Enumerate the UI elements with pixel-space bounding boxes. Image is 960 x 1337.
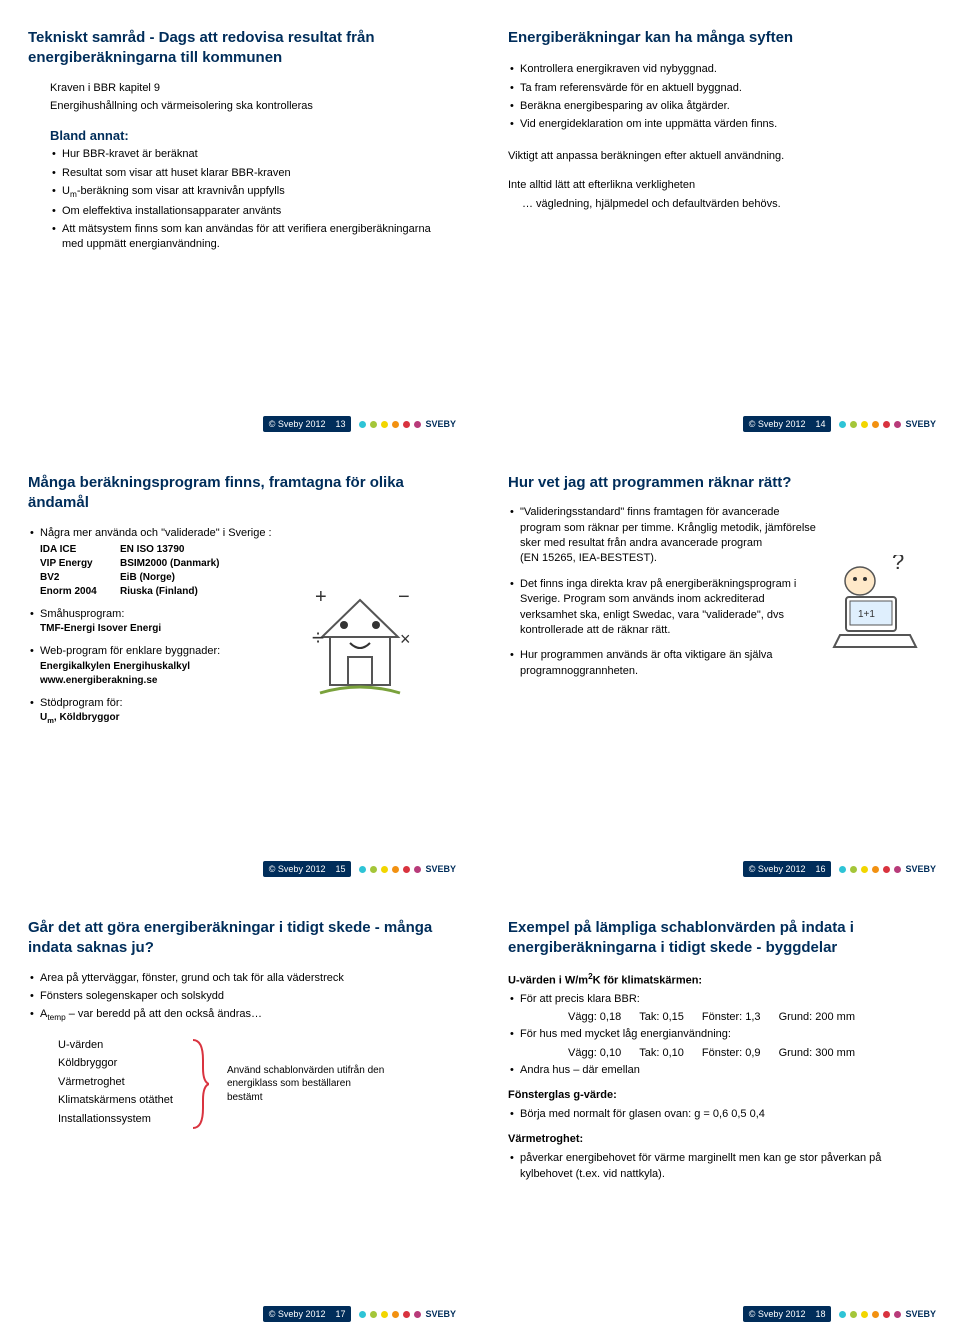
sveby-logo: SVEBY	[839, 1309, 936, 1319]
slide-title: Tekniskt samråd - Dags att redovisa resu…	[28, 28, 452, 69]
bullet: "Valideringsstandard" finns framtagen fö…	[508, 505, 818, 567]
slide-title: Många beräkningsprogram finns, framtagna…	[28, 473, 452, 514]
bullet: Area på ytterväggar, fönster, grund och …	[28, 971, 452, 986]
bracket-group: U-värden Köldbryggor Värmetroghet Klimat…	[58, 1038, 452, 1130]
u-values-row: Vägg: 0,10Tak: 0,10Fönster: 0,9Grund: 30…	[568, 1047, 932, 1059]
copyright: © Sveby 2012	[749, 864, 806, 874]
bullet: påverkar energibehovet för värme margine…	[508, 1151, 932, 1182]
subheading: Värmetroghet:	[508, 1132, 932, 1147]
bullet: För hus med mycket låg energianvändning:	[508, 1027, 932, 1042]
bullet: Resultat som visar att huset klarar BBR-…	[50, 166, 452, 181]
list-item: U-värden	[58, 1038, 173, 1053]
slide-footer: © Sveby 2012 16 SVEBY	[743, 861, 936, 877]
bracket-icon	[191, 1038, 209, 1130]
slide-18: Exempel på lämpliga schablonvärden på in…	[480, 890, 960, 1335]
paragraph: Viktigt att anpassa beräkningen efter ak…	[508, 149, 932, 164]
slide-title: Exempel på lämpliga schablonvärden på in…	[508, 918, 932, 959]
copyright: © Sveby 2012	[749, 419, 806, 429]
sveby-logo: SVEBY	[839, 419, 936, 429]
slide-14: Energiberäkningar kan ha många syften Ko…	[480, 0, 960, 445]
slide-footer: © Sveby 2012 18 SVEBY	[743, 1306, 936, 1322]
svg-text:÷: ÷	[312, 625, 324, 650]
list-item: Köldbryggor	[58, 1056, 173, 1071]
slide-13: Tekniskt samråd - Dags att redovisa resu…	[0, 0, 480, 445]
slide-footer: © Sveby 2012 17 SVEBY	[263, 1306, 456, 1322]
bullet: Beräkna energibesparing av olika åtgärde…	[508, 99, 932, 114]
intro-line: Energihushållning och värmeisolering ska…	[50, 99, 452, 114]
intro-line: Kraven i BBR kapitel 9	[50, 81, 452, 96]
paragraph: … vägledning, hjälpmedel och defaultvärd…	[522, 197, 932, 212]
copyright: © Sveby 2012	[269, 864, 326, 874]
bullet: Andra hus – där emellan	[508, 1063, 932, 1078]
bracket-text: Använd schablonvärden utifrån den energi…	[227, 1064, 387, 1105]
bullet: Att mätsystem finns som kan användas för…	[50, 222, 452, 253]
slide-number: 17	[335, 1309, 345, 1319]
copyright: © Sveby 2012	[269, 1309, 326, 1319]
svg-text:1+1: 1+1	[858, 609, 875, 620]
bullet: Ta fram referensvärde för en aktuell byg…	[508, 81, 932, 96]
bullet: Börja med normalt för glasen ovan: g = 0…	[508, 1107, 932, 1122]
svg-text:?: ?	[892, 555, 904, 574]
svg-text:×: ×	[400, 629, 411, 649]
bullet: Kontrollera energikraven vid nybyggnad.	[508, 62, 932, 77]
list-item: Installationssystem	[58, 1112, 173, 1127]
sveby-logo: SVEBY	[359, 864, 456, 874]
u-values-row: Vägg: 0,18Tak: 0,15Fönster: 1,3Grund: 20…	[568, 1011, 932, 1023]
bullet: Um-beräkning som visar att kravnivån upp…	[50, 184, 452, 201]
list-item: Klimatskärmens otäthet	[58, 1093, 173, 1108]
sveby-logo: SVEBY	[359, 419, 456, 429]
slide-number: 16	[815, 864, 825, 874]
slide-title: Går det att göra energiberäkningar i tid…	[28, 918, 452, 959]
paragraph: Inte alltid lätt att efterlikna verkligh…	[508, 178, 932, 193]
bullet: Det finns inga direkta krav på energiber…	[508, 577, 818, 639]
subheading: U-värden i W/m2K för klimatskärmen:	[508, 971, 932, 989]
slide-footer: © Sveby 2012 13 SVEBY	[263, 416, 456, 432]
bullet: Fönsters solegenskaper och solskydd	[28, 989, 452, 1004]
subheading: Bland annat:	[50, 128, 452, 143]
bullet: Vid energideklaration om inte uppmätta v…	[508, 117, 932, 132]
bullet: Atemp – var beredd på att den också ändr…	[28, 1007, 452, 1024]
slide-title: Energiberäkningar kan ha många syften	[508, 28, 932, 48]
slide-16: Hur vet jag att programmen räknar rätt? …	[480, 445, 960, 890]
sveby-logo: SVEBY	[359, 1309, 456, 1319]
svg-text:−: −	[398, 586, 410, 608]
slide-17: Går det att göra energiberäkningar i tid…	[0, 890, 480, 1335]
copyright: © Sveby 2012	[269, 419, 326, 429]
laptop-cartoon-icon: ? 1+1	[820, 555, 930, 655]
sveby-logo: SVEBY	[839, 864, 936, 874]
slide-footer: © Sveby 2012 14 SVEBY	[743, 416, 936, 432]
slide-number: 14	[815, 419, 825, 429]
list-item: Värmetroghet	[58, 1075, 173, 1090]
slide-title: Hur vet jag att programmen räknar rätt?	[508, 473, 932, 493]
svg-text:+: +	[315, 586, 327, 608]
bullet: Om eleffektiva installationsapparater an…	[50, 204, 452, 219]
house-cartoon-icon: + − × ÷	[300, 585, 420, 705]
subheading: Fönsterglas g-värde:	[508, 1088, 932, 1103]
slide-number: 18	[815, 1309, 825, 1319]
slide-number: 15	[335, 864, 345, 874]
bullet: Hur BBR-kravet är beräknat	[50, 147, 452, 162]
slide-15: Många beräkningsprogram finns, framtagna…	[0, 445, 480, 890]
bullet: Hur programmen används är ofta viktigare…	[508, 648, 818, 679]
bullet: För att precis klara BBR:	[508, 992, 932, 1007]
slide-number: 13	[335, 419, 345, 429]
copyright: © Sveby 2012	[749, 1309, 806, 1319]
slide-footer: © Sveby 2012 15 SVEBY	[263, 861, 456, 877]
